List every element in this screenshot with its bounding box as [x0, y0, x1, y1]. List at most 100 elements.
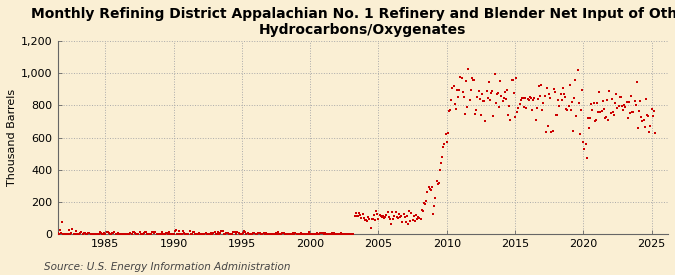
Point [161, 230, 172, 235]
Point [407, 218, 418, 222]
Point [510, 115, 520, 119]
Point [405, 219, 416, 223]
Point [403, 222, 414, 226]
Point [199, 232, 210, 236]
Point [645, 123, 656, 128]
Point [142, 232, 153, 236]
Point [70, 232, 80, 236]
Point [488, 114, 499, 118]
Point [352, 213, 362, 218]
Point [241, 232, 252, 236]
Point [578, 140, 589, 145]
Point [493, 90, 504, 95]
Point [302, 232, 313, 236]
Point [61, 232, 72, 236]
Point [323, 231, 334, 236]
Point [55, 228, 65, 232]
Point [443, 131, 454, 136]
Point [324, 232, 335, 236]
Point [608, 110, 618, 114]
Point [413, 214, 424, 219]
Point [93, 232, 104, 236]
Point [394, 211, 404, 216]
Point [55, 231, 66, 236]
Point [519, 105, 530, 109]
Point [157, 230, 167, 234]
Point [297, 232, 308, 236]
Point [269, 232, 280, 236]
Point [86, 232, 97, 236]
Point [310, 232, 321, 236]
Point [88, 232, 99, 236]
Point [363, 215, 374, 219]
Point [173, 232, 184, 236]
Point [85, 232, 96, 236]
Point [140, 230, 151, 235]
Title: Monthly Refining District Appalachian No. 1 Refinery and Blender Net Input of Ot: Monthly Refining District Appalachian No… [32, 7, 675, 37]
Point [122, 232, 132, 236]
Point [321, 232, 331, 236]
Point [595, 110, 605, 114]
Point [244, 232, 255, 236]
Point [576, 108, 587, 112]
Point [135, 232, 146, 236]
Point [563, 104, 574, 108]
Point [545, 95, 556, 100]
Point [334, 232, 345, 236]
Point [191, 232, 202, 236]
Point [148, 230, 159, 235]
Point [200, 231, 211, 235]
Point [462, 104, 472, 109]
Point [559, 92, 570, 97]
Point [641, 97, 651, 101]
Point [526, 96, 537, 100]
Point [45, 224, 56, 228]
Point [120, 232, 131, 236]
Point [319, 232, 329, 236]
Point [466, 76, 477, 81]
Point [164, 230, 175, 235]
Point [75, 230, 86, 235]
Point [573, 101, 584, 106]
Point [308, 232, 319, 236]
Point [399, 214, 410, 219]
Point [60, 232, 71, 236]
Point [83, 231, 94, 235]
Point [639, 118, 649, 122]
Point [649, 131, 660, 135]
Point [180, 232, 190, 236]
Point [47, 222, 57, 226]
Point [647, 114, 658, 119]
Point [430, 196, 441, 200]
Point [175, 232, 186, 236]
Point [110, 232, 121, 236]
Point [375, 214, 386, 219]
Point [489, 72, 500, 76]
Point [49, 232, 59, 236]
Point [597, 99, 608, 103]
Point [613, 104, 624, 108]
Point [585, 116, 595, 120]
Point [205, 232, 215, 236]
Point [452, 87, 462, 92]
Point [429, 204, 439, 208]
Point [497, 99, 508, 103]
Point [276, 231, 287, 235]
Point [288, 231, 298, 236]
Point [568, 128, 578, 133]
Point [304, 230, 315, 235]
Point [196, 232, 207, 236]
Point [153, 232, 164, 236]
Point [48, 229, 59, 233]
Point [611, 92, 622, 97]
Point [263, 231, 273, 236]
Point [356, 215, 367, 220]
Point [63, 232, 74, 236]
Point [284, 232, 294, 236]
Point [117, 232, 128, 236]
Point [425, 187, 436, 192]
Point [258, 231, 269, 236]
Point [587, 108, 598, 112]
Point [501, 97, 512, 101]
Point [163, 232, 173, 236]
